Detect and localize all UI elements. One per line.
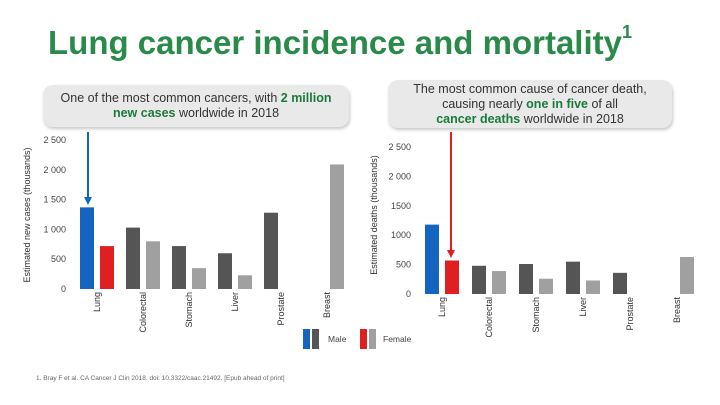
incidence-category-label: Colorectal: [138, 292, 148, 333]
legend-male-swatch-blue: [303, 329, 310, 349]
mortality-bar-stomach-female: [539, 278, 553, 294]
incidence-bar-breast-female: [330, 164, 344, 289]
mortality-callout-highlight-deaths: cancer deaths: [436, 112, 521, 126]
mortality-ytick-label: 0: [406, 289, 411, 299]
mortality-bar-colorectal-female: [492, 271, 506, 294]
incidence-bar-lung-male: [80, 207, 94, 289]
incidence-bar-liver-male: [218, 253, 232, 289]
incidence-callout-pre: One of the most common cancers, with: [60, 91, 281, 105]
incidence-y-axis-label: Estimated new cases (thousands): [22, 147, 32, 282]
mortality-category-label: Liver: [578, 297, 588, 317]
legend-male-label: Male: [328, 334, 347, 344]
incidence-ytick-label: 500: [51, 254, 66, 264]
incidence-callout-highlight-cases: new cases: [112, 106, 176, 120]
incidence-category-label: Prostate: [276, 292, 286, 326]
mortality-bar-lung-male: [425, 224, 439, 294]
mortality-ytick-label: 500: [396, 260, 411, 270]
page-title-text: Lung cancer incidence and mortality: [48, 24, 622, 61]
legend-female-swatch-red: [360, 329, 367, 349]
legend-male-swatch-gray: [312, 329, 319, 349]
legend: Male Female: [303, 329, 412, 349]
incidence-callout-post: worldwide in 2018: [175, 106, 280, 120]
incidence-ytick-label: 2 000: [43, 165, 66, 175]
mortality-ytick-label: 1000: [391, 230, 411, 240]
mortality-callout-post3: worldwide in 2018: [520, 112, 624, 126]
incidence-bar-liver-female: [238, 275, 252, 289]
mortality-bar-liver-male: [566, 261, 580, 294]
mortality-category-label: Colorectal: [484, 297, 494, 338]
mortality-callout-line1: The most common cause of cancer death,: [413, 82, 647, 96]
mortality-bar-prostate-male: [613, 272, 627, 294]
mortality-ytick-label: 2 500: [388, 142, 411, 152]
mortality-callout: The most common cause of cancer death, c…: [388, 80, 672, 128]
incidence-ytick-label: 1 500: [43, 195, 66, 205]
incidence-ytick-label: 1 000: [43, 224, 66, 234]
footnote: 1. Bray F et al. CA Cancer J Clin 2018. …: [36, 375, 285, 382]
incidence-bar-stomach-male: [172, 246, 186, 289]
incidence-bar-colorectal-male: [126, 227, 140, 289]
mortality-bar-lung-female: [445, 260, 459, 294]
incidence-callout-highlight-count: 2 million: [280, 91, 332, 105]
incidence-bar-prostate-male: [264, 212, 278, 289]
mortality-bar-stomach-male: [519, 264, 533, 294]
incidence-chart: 0 500 1 000 1 500 2 000 2 500 Estimated new ca…: [22, 135, 344, 333]
mortality-y-axis-label: Estimated deaths (thousands): [369, 155, 379, 275]
incidence-category-label: Liver: [230, 292, 240, 312]
mortality-callout-pre2: causing nearly: [442, 97, 527, 111]
mortality-ytick-label: 1500: [391, 201, 411, 211]
mortality-chart: 0 500 1000 1500 2 000 2 500 Estimated deaths (…: [369, 142, 694, 338]
incidence-bar-colorectal-female: [146, 241, 160, 289]
incidence-ytick-label: 0: [61, 284, 66, 294]
mortality-callout-post2: of all: [588, 97, 618, 111]
incidence-callout: One of the most common cancers, with 2 m…: [43, 85, 349, 127]
incidence-ytick-label: 2 500: [43, 135, 66, 145]
incidence-bar-lung-female: [100, 246, 114, 289]
mortality-bar-colorectal-male: [472, 265, 486, 294]
incidence-bar-stomach-female: [192, 268, 206, 289]
legend-female-swatch-gray: [369, 329, 376, 349]
mortality-category-label: Prostate: [625, 297, 635, 331]
mortality-category-label: Breast: [672, 297, 682, 324]
mortality-category-label: Stomach: [531, 297, 541, 333]
legend-female-label: Female: [383, 334, 412, 344]
mortality-callout-highlight-fraction: one in five: [526, 97, 588, 111]
incidence-category-label: Stomach: [184, 292, 194, 328]
incidence-category-label: Lung: [92, 292, 102, 312]
mortality-ytick-label: 2 000: [388, 171, 411, 181]
incidence-category-label: Breast: [322, 292, 332, 319]
mortality-bar-breast-female: [680, 256, 694, 294]
mortality-bar-liver-female: [586, 280, 600, 294]
page-title-footnote-mark: 1: [621, 22, 632, 42]
mortality-category-label: Lung: [437, 297, 447, 317]
page-title: Lung cancer incidence and mortality1: [48, 22, 632, 62]
